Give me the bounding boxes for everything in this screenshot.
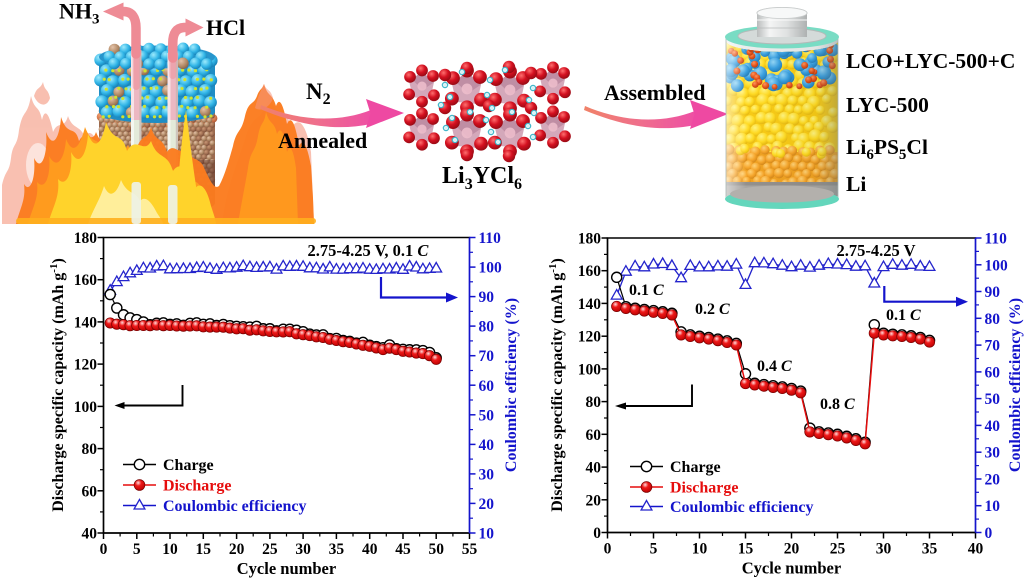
svg-text:120: 120 bbox=[578, 329, 602, 346]
svg-text:80: 80 bbox=[985, 311, 1001, 328]
svg-text:40: 40 bbox=[985, 418, 1001, 435]
svg-text:Charge: Charge bbox=[163, 457, 214, 474]
svg-text:140: 140 bbox=[578, 296, 602, 313]
svg-text:Assembled: Assembled bbox=[604, 80, 705, 105]
svg-text:110: 110 bbox=[479, 230, 502, 247]
svg-text:Li6PS5Cl: Li6PS5Cl bbox=[846, 135, 928, 163]
svg-text:50: 50 bbox=[985, 391, 1001, 408]
svg-text:40: 40 bbox=[362, 541, 378, 558]
svg-text:60: 60 bbox=[479, 378, 495, 395]
svg-text:20: 20 bbox=[229, 541, 245, 558]
svg-text:25: 25 bbox=[830, 541, 846, 558]
svg-text:20: 20 bbox=[479, 496, 495, 513]
svg-text:Coulombic efficiency (%): Coulombic efficiency (%) bbox=[503, 298, 520, 472]
svg-text:Coulombic efficiency: Coulombic efficiency bbox=[670, 499, 814, 516]
svg-text:Li: Li bbox=[846, 172, 866, 196]
svg-text:60: 60 bbox=[82, 483, 98, 500]
svg-text:100: 100 bbox=[74, 399, 98, 416]
svg-text:30: 30 bbox=[876, 541, 892, 558]
svg-text:0.1 C: 0.1 C bbox=[886, 307, 921, 324]
svg-text:0.1 C: 0.1 C bbox=[629, 282, 664, 299]
svg-text:10: 10 bbox=[985, 498, 1001, 515]
svg-text:0.8 C: 0.8 C bbox=[820, 396, 855, 413]
svg-text:35: 35 bbox=[922, 541, 938, 558]
svg-text:LYC-500: LYC-500 bbox=[846, 93, 929, 117]
svg-text:Cycle number: Cycle number bbox=[742, 559, 841, 578]
svg-text:30: 30 bbox=[985, 445, 1001, 462]
svg-text:55: 55 bbox=[462, 541, 478, 558]
svg-text:80: 80 bbox=[82, 441, 98, 458]
svg-text:100: 100 bbox=[479, 260, 503, 277]
svg-text:90: 90 bbox=[985, 284, 1001, 301]
svg-text:Discharge: Discharge bbox=[163, 478, 231, 495]
svg-text:100: 100 bbox=[985, 257, 1009, 274]
svg-text:Annealed: Annealed bbox=[278, 128, 367, 153]
svg-text:40: 40 bbox=[968, 541, 984, 558]
svg-text:5: 5 bbox=[133, 541, 141, 558]
svg-text:N2: N2 bbox=[306, 79, 331, 108]
svg-text:40: 40 bbox=[479, 437, 495, 454]
svg-text:10: 10 bbox=[479, 526, 495, 543]
svg-text:10: 10 bbox=[692, 541, 708, 558]
svg-text:15: 15 bbox=[738, 541, 754, 558]
svg-text:0: 0 bbox=[593, 525, 601, 542]
svg-text:90: 90 bbox=[479, 289, 495, 306]
svg-text:10: 10 bbox=[162, 541, 178, 558]
svg-text:LCO+LYC-500+C: LCO+LYC-500+C bbox=[846, 49, 1015, 73]
svg-text:20: 20 bbox=[784, 541, 800, 558]
svg-text:180: 180 bbox=[578, 231, 602, 248]
svg-text:60: 60 bbox=[586, 427, 602, 444]
svg-text:70: 70 bbox=[985, 338, 1001, 355]
svg-text:2.75-4.25 V: 2.75-4.25 V bbox=[837, 241, 916, 260]
svg-text:Coulombic efficiency: Coulombic efficiency bbox=[163, 498, 307, 515]
svg-text:5: 5 bbox=[650, 541, 658, 558]
svg-text:25: 25 bbox=[262, 541, 278, 558]
svg-text:70: 70 bbox=[479, 348, 495, 365]
svg-text:45: 45 bbox=[395, 541, 411, 558]
svg-text:140: 140 bbox=[74, 314, 98, 331]
svg-text:80: 80 bbox=[479, 319, 495, 336]
svg-text:0: 0 bbox=[985, 525, 993, 542]
svg-text:20: 20 bbox=[586, 492, 602, 509]
svg-text:30: 30 bbox=[295, 541, 311, 558]
svg-text:60: 60 bbox=[985, 364, 1001, 381]
svg-text:0.4 C: 0.4 C bbox=[757, 358, 792, 375]
svg-text:Discharge specific capacity (m: Discharge specific capacity (mAh g-1) bbox=[547, 258, 566, 512]
svg-text:50: 50 bbox=[428, 541, 444, 558]
svg-text:40: 40 bbox=[82, 526, 98, 543]
svg-text:110: 110 bbox=[985, 231, 1008, 248]
svg-text:HCl: HCl bbox=[206, 15, 245, 40]
svg-text:0.2 C: 0.2 C bbox=[695, 301, 730, 318]
svg-text:2.75-4.25 V, 0.1 C: 2.75-4.25 V, 0.1 C bbox=[308, 241, 430, 260]
svg-text:0: 0 bbox=[100, 541, 108, 558]
svg-text:120: 120 bbox=[74, 357, 98, 374]
svg-text:0: 0 bbox=[604, 541, 612, 558]
svg-text:Discharge specific capacity (m: Discharge specific capacity (mAh g-1) bbox=[48, 258, 67, 512]
svg-text:40: 40 bbox=[586, 460, 602, 477]
svg-text:Discharge: Discharge bbox=[670, 480, 738, 497]
svg-text:35: 35 bbox=[329, 541, 345, 558]
svg-text:Charge: Charge bbox=[670, 459, 721, 476]
svg-text:15: 15 bbox=[196, 541, 212, 558]
svg-text:Cycle number: Cycle number bbox=[237, 559, 336, 578]
svg-text:20: 20 bbox=[985, 472, 1001, 489]
svg-text:50: 50 bbox=[479, 407, 495, 424]
svg-text:30: 30 bbox=[479, 466, 495, 483]
svg-text:160: 160 bbox=[74, 272, 98, 289]
svg-text:Coulombic efficiency (%): Coulombic efficiency (%) bbox=[1007, 298, 1024, 472]
svg-text:100: 100 bbox=[578, 361, 602, 378]
svg-text:Li3YCl6: Li3YCl6 bbox=[442, 163, 522, 193]
svg-text:180: 180 bbox=[74, 230, 98, 247]
svg-text:80: 80 bbox=[586, 394, 602, 411]
svg-text:160: 160 bbox=[578, 263, 602, 280]
